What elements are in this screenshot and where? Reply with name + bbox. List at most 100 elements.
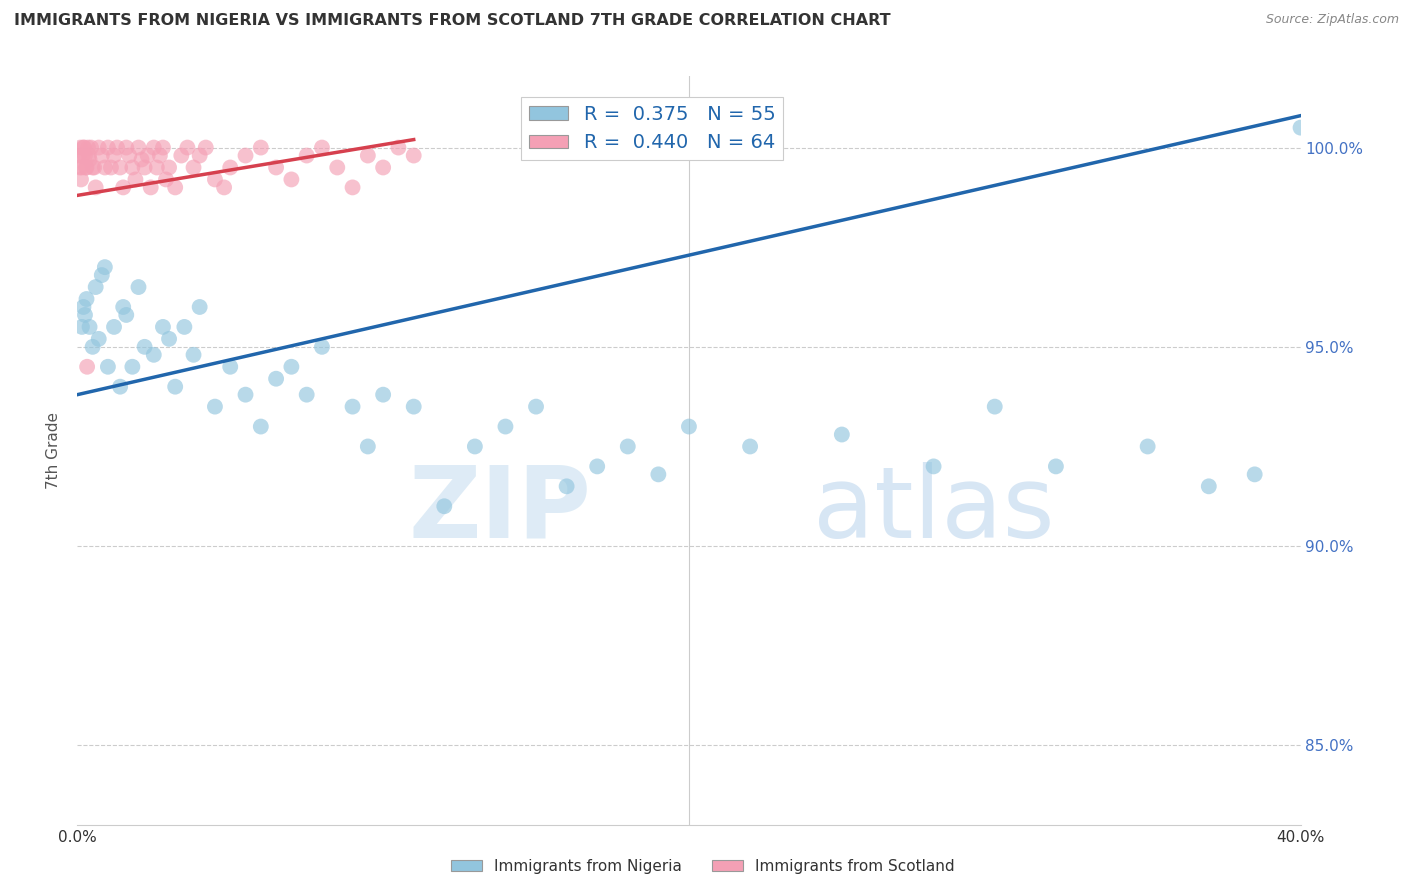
Point bbox=[105, 140, 128, 154]
Point bbox=[90, 148, 112, 162]
Point bbox=[555, 479, 578, 493]
Point bbox=[194, 140, 217, 154]
Point bbox=[831, 427, 853, 442]
Y-axis label: 7th Grade: 7th Grade bbox=[46, 412, 62, 489]
Point bbox=[149, 148, 172, 162]
Point bbox=[97, 140, 120, 154]
Point bbox=[97, 359, 120, 374]
Point bbox=[387, 140, 409, 154]
Point bbox=[1045, 459, 1067, 474]
Point bbox=[586, 459, 609, 474]
Point bbox=[127, 140, 149, 154]
Point bbox=[118, 148, 141, 162]
Point bbox=[79, 319, 101, 334]
Point bbox=[82, 161, 104, 175]
Point bbox=[342, 180, 364, 194]
Point bbox=[524, 400, 547, 414]
Legend: R =  0.375   N = 55, R =  0.440   N = 64: R = 0.375 N = 55, R = 0.440 N = 64 bbox=[522, 96, 783, 160]
Point bbox=[371, 161, 394, 175]
Point bbox=[342, 400, 364, 414]
Point bbox=[357, 148, 380, 162]
Point bbox=[264, 372, 287, 386]
Point bbox=[495, 419, 517, 434]
Point bbox=[70, 172, 93, 186]
Point bbox=[73, 140, 96, 154]
Text: IMMIGRANTS FROM NIGERIA VS IMMIGRANTS FROM SCOTLAND 7TH GRADE CORRELATION CHART: IMMIGRANTS FROM NIGERIA VS IMMIGRANTS FR… bbox=[14, 13, 890, 29]
Point bbox=[146, 161, 169, 175]
Point bbox=[176, 140, 198, 154]
Legend: Immigrants from Nigeria, Immigrants from Scotland: Immigrants from Nigeria, Immigrants from… bbox=[446, 853, 960, 880]
Point bbox=[157, 161, 180, 175]
Point bbox=[100, 161, 122, 175]
Point bbox=[127, 280, 149, 294]
Point bbox=[152, 319, 174, 334]
Point bbox=[433, 500, 456, 514]
Point bbox=[204, 172, 226, 186]
Point bbox=[112, 180, 135, 194]
Point bbox=[235, 148, 257, 162]
Point bbox=[1289, 120, 1312, 135]
Point bbox=[76, 161, 98, 175]
Point bbox=[212, 180, 235, 194]
Point bbox=[82, 340, 104, 354]
Point bbox=[121, 359, 143, 374]
Point bbox=[740, 440, 762, 454]
Point bbox=[134, 161, 156, 175]
Point bbox=[76, 292, 98, 306]
Point bbox=[94, 260, 117, 274]
Point bbox=[617, 440, 640, 454]
Point bbox=[647, 467, 669, 482]
Point bbox=[121, 161, 143, 175]
Point bbox=[112, 300, 135, 314]
Point bbox=[136, 148, 159, 162]
Point bbox=[264, 161, 287, 175]
Point bbox=[77, 140, 100, 154]
Point bbox=[165, 180, 187, 194]
Point bbox=[464, 440, 486, 454]
Point bbox=[115, 140, 138, 154]
Point bbox=[173, 319, 195, 334]
Point bbox=[79, 153, 101, 167]
Point bbox=[73, 148, 96, 162]
Point bbox=[69, 140, 91, 154]
Point bbox=[188, 148, 211, 162]
Point bbox=[371, 387, 394, 401]
Point bbox=[219, 359, 242, 374]
Point bbox=[94, 161, 117, 175]
Point bbox=[219, 161, 242, 175]
Point bbox=[235, 387, 257, 401]
Point bbox=[204, 400, 226, 414]
Point bbox=[83, 161, 105, 175]
Point bbox=[922, 459, 945, 474]
Point bbox=[70, 161, 93, 175]
Point bbox=[157, 332, 180, 346]
Point bbox=[115, 308, 138, 322]
Point bbox=[131, 153, 153, 167]
Point bbox=[357, 440, 380, 454]
Point bbox=[188, 300, 211, 314]
Point bbox=[139, 180, 162, 194]
Point bbox=[103, 319, 125, 334]
Point bbox=[295, 148, 318, 162]
Point bbox=[326, 161, 349, 175]
Point bbox=[70, 319, 93, 334]
Point bbox=[1198, 479, 1220, 493]
Point bbox=[84, 180, 107, 194]
Text: atlas: atlas bbox=[813, 462, 1054, 559]
Point bbox=[142, 140, 165, 154]
Point bbox=[295, 387, 318, 401]
Point bbox=[142, 348, 165, 362]
Point bbox=[75, 161, 97, 175]
Point bbox=[402, 400, 425, 414]
Point bbox=[311, 340, 333, 354]
Point bbox=[402, 148, 425, 162]
Point bbox=[108, 161, 131, 175]
Point bbox=[69, 161, 91, 175]
Point bbox=[72, 140, 94, 154]
Point bbox=[72, 148, 94, 162]
Point bbox=[103, 148, 125, 162]
Point bbox=[152, 140, 174, 154]
Point bbox=[280, 359, 302, 374]
Point bbox=[183, 161, 205, 175]
Point bbox=[108, 380, 131, 394]
